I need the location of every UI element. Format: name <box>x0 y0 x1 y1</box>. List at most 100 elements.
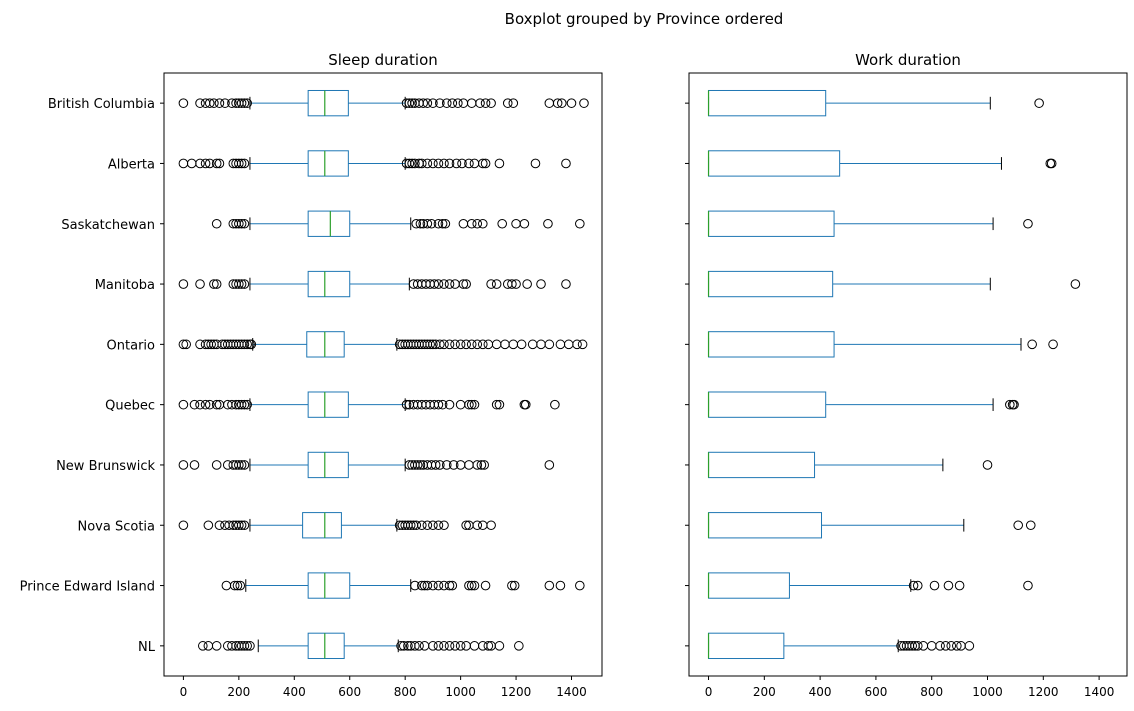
iqr-box <box>708 89 827 117</box>
box-quebec <box>178 391 560 418</box>
panel-title: Work duration <box>855 51 961 69</box>
y-tick-label: Prince Edward Island <box>20 580 155 595</box>
flier-point <box>908 580 919 591</box>
flier-point <box>455 399 466 410</box>
flier-point <box>422 218 433 229</box>
flier-point <box>444 641 455 651</box>
box-nova-scotia <box>707 512 1036 539</box>
flier-point <box>1046 158 1057 169</box>
flier-point <box>511 218 521 229</box>
flier-point <box>425 339 435 350</box>
flier-point <box>543 218 553 229</box>
x-tick-label: 1200 <box>1028 685 1059 699</box>
box-new-brunswick <box>178 451 555 479</box>
flier-point <box>444 279 455 289</box>
flier-point <box>450 641 460 651</box>
flier-point <box>935 641 945 651</box>
flier-point <box>232 580 243 591</box>
box-nl <box>198 632 524 660</box>
flier-point <box>544 460 555 470</box>
iqr-box <box>307 572 351 599</box>
iqr-box <box>708 572 790 599</box>
flier-point <box>204 158 215 169</box>
flier-point <box>203 520 214 531</box>
flier-point <box>415 460 426 470</box>
flier-point <box>203 641 214 651</box>
x-tick-label: 1200 <box>501 685 532 699</box>
flier-point <box>435 460 445 470</box>
flier-point <box>480 580 491 591</box>
flier-point <box>491 339 502 350</box>
flier-point <box>195 399 205 410</box>
box-new-brunswick <box>707 451 993 479</box>
flier-point <box>229 580 240 591</box>
box-nova-scotia <box>178 512 496 539</box>
flier-point <box>407 158 417 169</box>
flier-point <box>236 218 247 229</box>
flier-point <box>234 158 244 169</box>
flier-point <box>448 460 459 470</box>
flier-point <box>954 580 965 591</box>
box-manitoba <box>178 270 571 298</box>
flier-point <box>239 339 250 350</box>
flier-point <box>440 218 451 229</box>
y-tick-label: British Columbia <box>48 97 155 112</box>
flier-point <box>422 158 433 169</box>
flier-point <box>469 158 480 169</box>
flier-point <box>458 279 469 289</box>
flier-point <box>522 279 532 289</box>
flier-point <box>1025 520 1036 531</box>
flier-point <box>461 279 471 289</box>
flier-point <box>214 98 225 108</box>
flier-point <box>437 399 448 410</box>
flier-point <box>552 98 563 108</box>
flier-point <box>466 98 477 108</box>
flier-point <box>469 399 480 410</box>
flier-point <box>242 399 252 410</box>
flier-point <box>236 520 247 531</box>
flier-point <box>912 641 923 651</box>
flier-point <box>414 641 424 651</box>
flier-point <box>940 641 951 651</box>
x-tick-label: 400 <box>809 685 832 699</box>
x-tick-label: 800 <box>394 685 417 699</box>
flier-point <box>466 339 477 350</box>
flier-point <box>480 98 491 108</box>
flier-point <box>561 158 571 169</box>
flier-point <box>450 279 460 289</box>
flier-point <box>396 641 406 651</box>
flier-point <box>527 339 538 350</box>
flier-point <box>439 339 449 350</box>
flier-point <box>536 339 546 350</box>
flier-point <box>477 158 488 169</box>
x-tick-label: 0 <box>705 685 713 699</box>
flier-point <box>178 399 189 410</box>
flier-point <box>508 339 519 350</box>
flier-point <box>211 158 222 169</box>
iqr-box <box>708 632 785 660</box>
flier-point <box>245 641 255 651</box>
flier-point <box>494 399 505 410</box>
flier-point <box>466 399 477 410</box>
y-tick-label: NL <box>138 640 156 655</box>
flier-point <box>186 158 197 169</box>
flier-point <box>428 520 438 531</box>
flier-point <box>246 339 257 350</box>
flier-point <box>221 580 232 591</box>
flier-point <box>575 218 585 229</box>
box-ontario <box>178 331 588 358</box>
flier-point <box>566 98 577 108</box>
flier-point <box>422 520 433 531</box>
flier-point <box>410 158 420 169</box>
flier-point <box>1005 399 1015 410</box>
flier-point <box>178 158 189 169</box>
flier-point <box>912 580 923 591</box>
flier-point <box>415 218 426 229</box>
flier-point <box>211 218 222 229</box>
box-prince-edward-island <box>707 572 1033 599</box>
y-tick-label: Ontario <box>107 338 155 353</box>
flier-point <box>444 339 455 350</box>
flier-point <box>204 98 215 108</box>
flier-point <box>220 98 230 108</box>
